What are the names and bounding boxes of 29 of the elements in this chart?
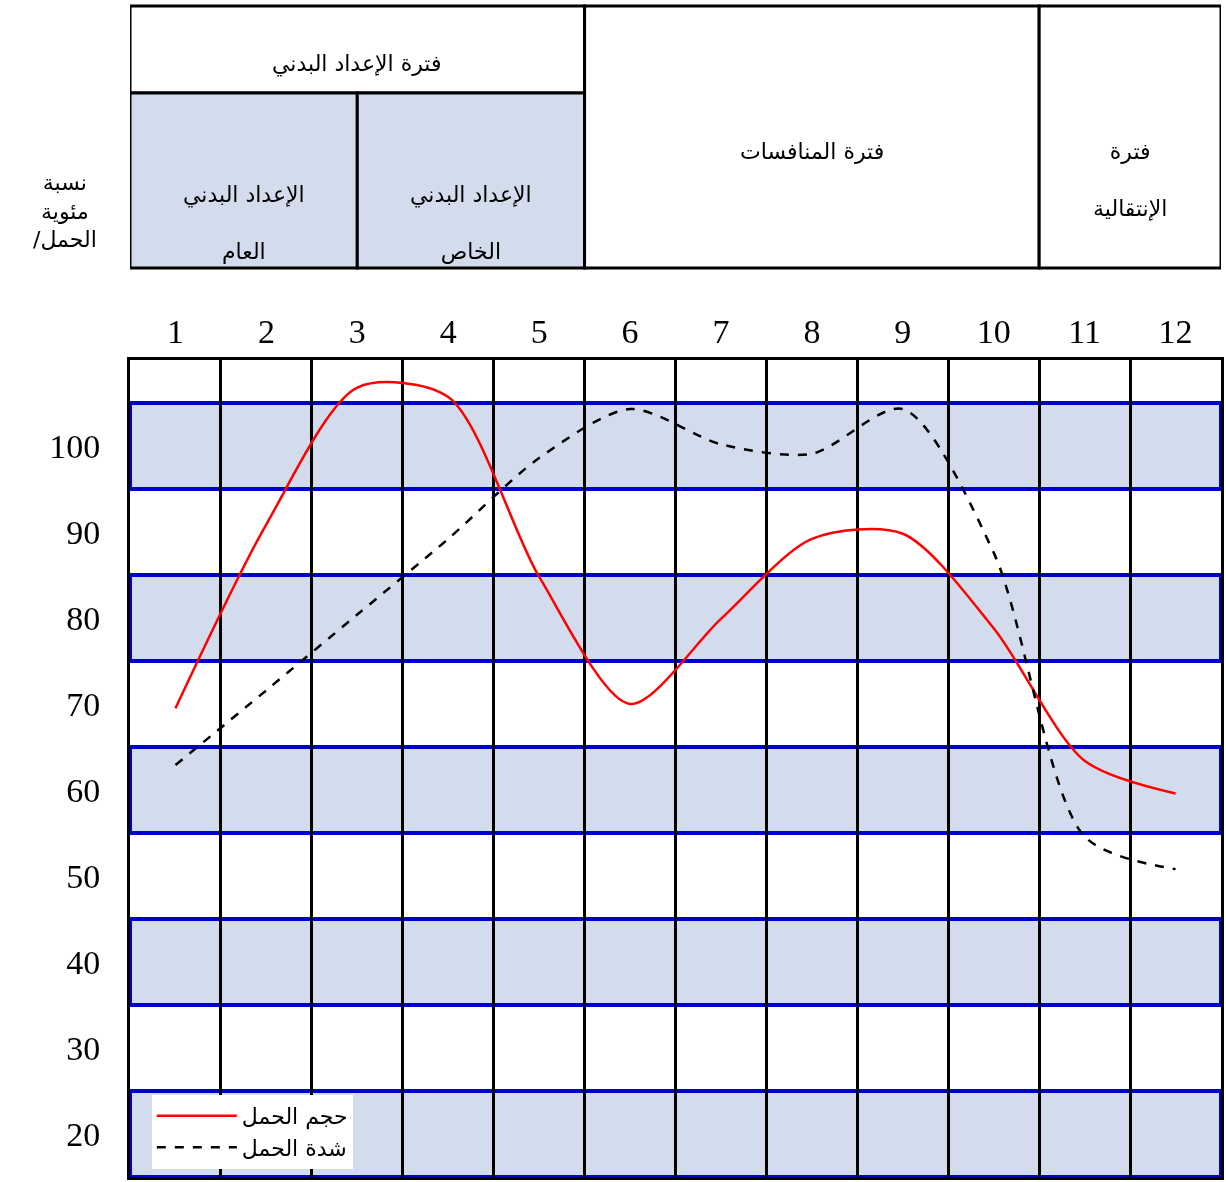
x-tick-label: 5 — [530, 313, 548, 351]
x-tick-label: 10 — [976, 313, 1011, 351]
legend-label: حجم الحمل — [241, 1104, 348, 1131]
x-tick-label: 2 — [257, 313, 275, 351]
y-tick-label: 60 — [66, 771, 101, 809]
y-tick-label: 90 — [66, 513, 101, 551]
y-tick-label: 70 — [66, 685, 101, 723]
text: الإعداد البدني الخاص — [410, 182, 532, 265]
text: فترة المنافسات — [740, 139, 885, 164]
x-tick-label: 8 — [803, 313, 821, 351]
y-tick-label: 40 — [66, 943, 101, 981]
text: فترة الإعداد البدني — [272, 51, 442, 77]
x-tick-label: 7 — [712, 313, 730, 351]
y-tick-label: 20 — [66, 1115, 101, 1153]
legend-label: شدة الحمل — [241, 1135, 347, 1161]
x-tick-label: 12 — [1158, 313, 1193, 351]
y-tick-label: 80 — [66, 599, 101, 637]
x-tick-label: 4 — [439, 313, 457, 351]
text: نسبة مئوية /الحمل — [33, 170, 97, 253]
x-tick-label: 3 — [348, 313, 366, 351]
y-tick-label: 50 — [66, 857, 101, 895]
x-tick-label: 1 — [166, 313, 184, 351]
text: الإعداد البدني العام — [183, 182, 305, 265]
x-tick-label: 6 — [621, 313, 639, 351]
y-tick-label: 100 — [49, 427, 101, 465]
y-tick-label: 30 — [66, 1029, 101, 1067]
text: فترة الإنتقالية — [1093, 139, 1168, 222]
x-tick-label: 9 — [894, 313, 912, 351]
x-tick-label: 11 — [1068, 313, 1102, 351]
